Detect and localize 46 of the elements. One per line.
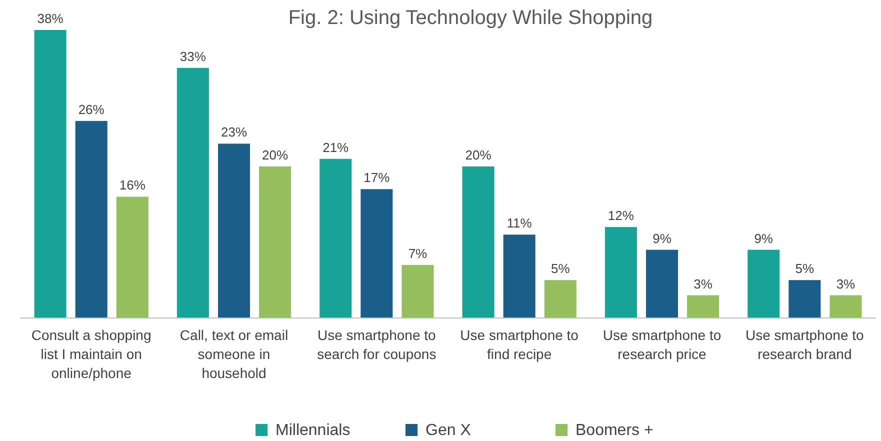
x-tick-label: Call, text or email someone in household (180, 327, 288, 381)
bar (176, 68, 209, 318)
x-tick-label: Consult a shopping list I maintain on online/phone (31, 327, 152, 381)
data-label: 20% (262, 147, 288, 162)
data-label: 7% (408, 246, 428, 261)
x-tick-label: Use smartphone to research price (602, 327, 722, 362)
data-label: 23% (220, 124, 248, 140)
data-label: 33% (180, 48, 206, 64)
data-label: 16% (119, 178, 146, 193)
bar (544, 280, 576, 318)
bar (402, 264, 434, 318)
bar (788, 280, 821, 318)
x-tick-label: Use smartphone to research brand (746, 327, 864, 362)
data-label: 9% (754, 230, 774, 246)
legend-label: Gen X (426, 422, 472, 439)
data-label: 12% (608, 208, 634, 224)
data-label: 20% (465, 147, 492, 162)
bar (830, 295, 862, 318)
data-label: 38% (37, 11, 64, 26)
data-label: 5% (550, 261, 570, 276)
bar (604, 227, 637, 318)
bar (687, 295, 720, 318)
bar (320, 158, 352, 318)
bar (116, 196, 148, 318)
data-label: 9% (652, 230, 672, 246)
data-label: 26% (78, 102, 105, 117)
bar (503, 234, 536, 318)
bar (218, 144, 250, 318)
data-label: 3% (694, 276, 713, 292)
data-label: 11% (506, 216, 532, 231)
x-tick-label: Use smartphone to search for coupons (317, 327, 436, 362)
bar (462, 166, 494, 318)
data-label: 17% (364, 170, 390, 186)
bar (646, 250, 678, 318)
data-label: 3% (836, 276, 856, 292)
data-label: 5% (795, 261, 814, 276)
legend-label: Boomers + (576, 422, 654, 439)
bar (75, 120, 108, 318)
bar (748, 250, 780, 318)
legend-label: Millennials (276, 422, 350, 439)
bar (360, 189, 393, 318)
x-tick-label: Use smartphone to find recipe (460, 327, 579, 362)
bar (34, 30, 66, 318)
chart-title: Fig. 2: Using Technology While Shopping (288, 7, 653, 29)
data-label: 21% (322, 140, 350, 155)
bar (259, 166, 292, 318)
